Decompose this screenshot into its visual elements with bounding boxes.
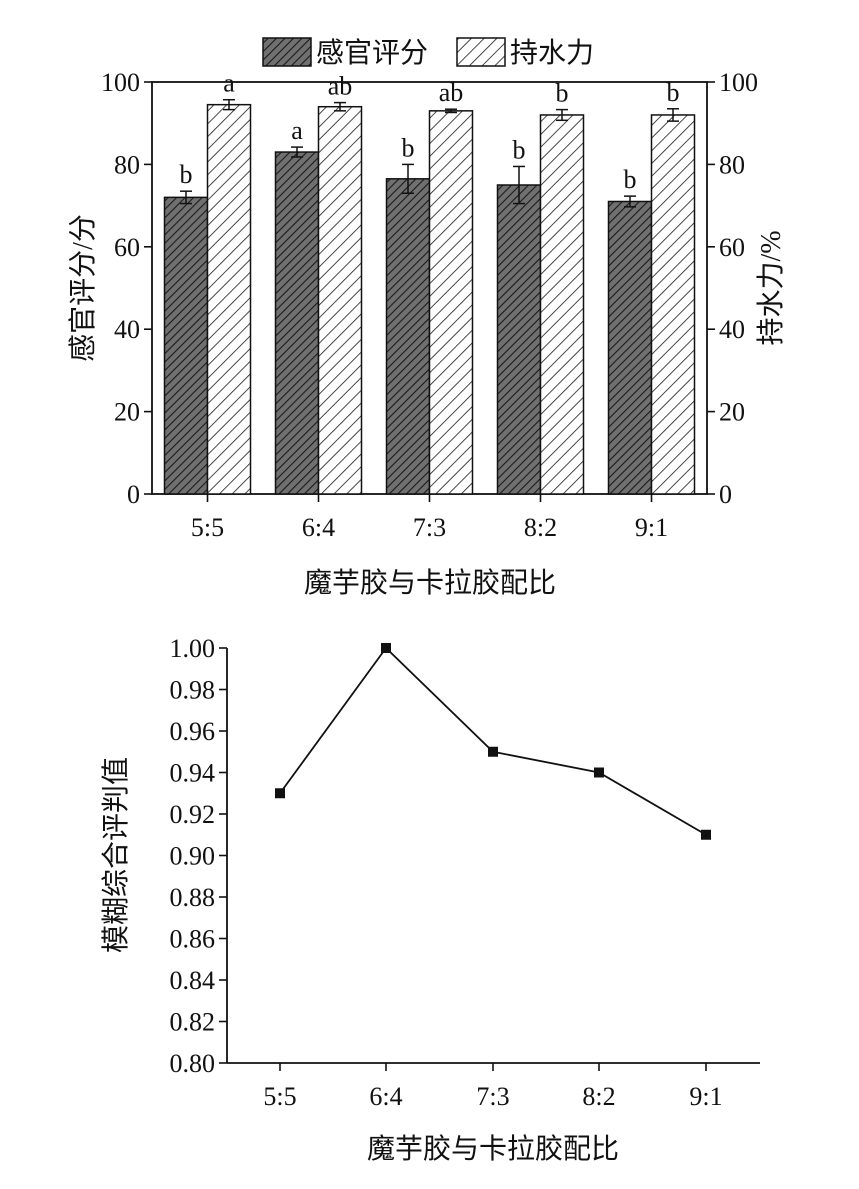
left-tick-label: 40 — [114, 315, 140, 344]
y2-axis-title: 持水力/% — [755, 230, 787, 345]
data-point-marker — [701, 829, 711, 840]
right-tick-label: 0 — [719, 480, 732, 509]
line-marks — [275, 643, 711, 840]
x-axis: 5:5 6:4 7:3 8:2 9:1 — [191, 494, 668, 542]
x-tick-label: 8:2 — [524, 513, 557, 542]
x-tick-label: 5:5 — [191, 513, 224, 542]
legend: 感官评分 持水力 — [262, 37, 594, 69]
line-y-tick-label: 0.86 — [170, 925, 216, 954]
left-tick-label: 20 — [114, 398, 140, 427]
left-tick-label: 80 — [114, 150, 140, 179]
legend-swatch-water — [456, 37, 506, 67]
significance-label: b — [667, 78, 680, 107]
x-tick-label: 6:4 — [302, 513, 335, 542]
legend-label-water: 持水力 — [510, 37, 594, 69]
bar-sensory — [385, 178, 431, 495]
x-axis-title: 魔芋胶与卡拉胶配比 — [304, 567, 556, 599]
y-axis-title: 感官评分/分 — [67, 214, 99, 362]
data-point-marker — [275, 788, 285, 799]
line-y-tick-label: 0.92 — [170, 800, 216, 829]
significance-label: a — [291, 116, 303, 145]
line-y-tick-label: 0.90 — [170, 842, 216, 871]
legend-swatch-sensory — [262, 37, 312, 67]
line-y-tick-label: 0.84 — [170, 966, 216, 995]
bar-sensory — [163, 196, 209, 495]
line-y-tick-label: 0.88 — [170, 883, 216, 912]
right-tick-label: 100 — [719, 68, 758, 97]
right-tick-label: 80 — [719, 150, 745, 179]
left-tick-label: 0 — [127, 480, 140, 509]
right-tick-label: 20 — [719, 398, 745, 427]
line-x-tick-label: 5:5 — [263, 1082, 296, 1111]
bar-water — [317, 105, 363, 495]
line-y-tick-label: 0.94 — [170, 759, 216, 788]
line-x-tick-label: 7:3 — [476, 1082, 509, 1111]
significance-label: a — [223, 69, 235, 98]
line-y-axis: 0.80 0.82 0.84 0.86 0.88 0.90 0.92 0.94 0.96 0.98… — [170, 634, 227, 1078]
line-y-axis-title: 模糊综合评判值 — [100, 757, 132, 953]
data-point-marker — [594, 767, 604, 778]
right-y-axis: 0 20 40 60 80 100 — [707, 68, 758, 509]
line-y-tick-label: 0.96 — [170, 717, 216, 746]
line-y-tick-label: 0.82 — [170, 1008, 216, 1037]
significance-label: b — [402, 133, 415, 162]
data-point-marker — [488, 746, 498, 757]
bar-water — [539, 114, 585, 495]
right-tick-label: 40 — [719, 315, 745, 344]
x-tick-label: 9:1 — [635, 513, 668, 542]
line-y-tick-label: 0.80 — [170, 1049, 216, 1078]
significance-label: b — [180, 160, 193, 189]
line-x-axis: 5:5 6:4 7:3 8:2 9:1 — [263, 1063, 723, 1111]
bar-sensory — [274, 151, 320, 495]
left-tick-label: 60 — [114, 233, 140, 262]
left-tick-label: 100 — [101, 68, 140, 97]
significance-label: ab — [328, 72, 353, 101]
series-line — [279, 646, 707, 836]
bar-chart: 感官评分 持水力 0 20 40 60 80 100 0 20 40 60 80 100 5:5 6:… — [67, 37, 787, 599]
x-tick-label: 7:3 — [413, 513, 446, 542]
bar-water — [206, 103, 252, 495]
bar-water — [650, 114, 696, 495]
significance-label: b — [624, 165, 637, 194]
significance-label: b — [513, 135, 526, 164]
line-y-tick-label: 0.98 — [170, 676, 216, 705]
line-x-axis-title: 魔芋胶与卡拉胶配比 — [367, 1133, 619, 1165]
significance-label: b — [556, 79, 569, 108]
left-y-axis: 0 20 40 60 80 100 — [101, 68, 152, 509]
line-x-tick-label: 9:1 — [689, 1082, 722, 1111]
line-chart: 0.80 0.82 0.84 0.86 0.88 0.90 0.92 0.94 0.96 0.98… — [100, 634, 760, 1165]
line-x-tick-label: 6:4 — [369, 1082, 402, 1111]
right-tick-label: 60 — [719, 233, 745, 262]
legend-label-sensory: 感官评分 — [316, 37, 428, 69]
significance-label: ab — [439, 78, 464, 107]
line-y-tick-label: 1.00 — [170, 634, 216, 663]
bar-sensory — [496, 184, 542, 495]
bar-sensory — [607, 200, 653, 495]
bar-water — [428, 110, 474, 495]
line-x-tick-label: 8:2 — [582, 1082, 615, 1111]
data-point-marker — [381, 643, 391, 653]
